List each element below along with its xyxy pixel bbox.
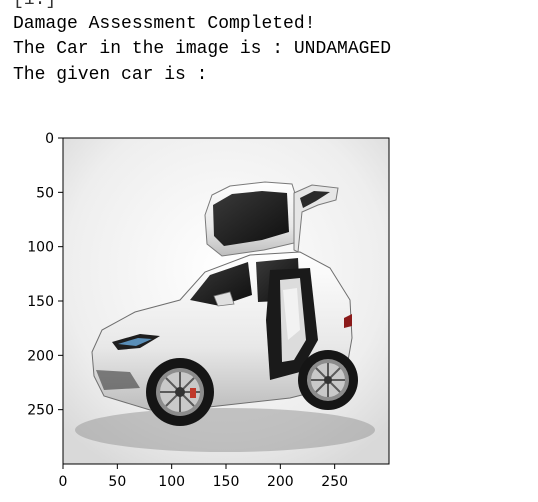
x-tick-label: 0 xyxy=(59,474,68,490)
x-tick-label: 100 xyxy=(158,474,185,490)
x-tick-label: 50 xyxy=(108,474,126,490)
x-tick-label: 150 xyxy=(213,474,240,490)
x-tick-label: 250 xyxy=(321,474,348,490)
car-image xyxy=(63,138,389,464)
y-tick-label: 100 xyxy=(27,240,54,256)
y-tick-label: 200 xyxy=(27,348,54,364)
y-tick-label: 0 xyxy=(45,131,54,147)
y-tick-label: 250 xyxy=(27,403,54,419)
y-tick-label: 150 xyxy=(27,294,54,310)
y-tick-label: 50 xyxy=(36,185,54,201)
x-tick-label: 200 xyxy=(267,474,294,490)
